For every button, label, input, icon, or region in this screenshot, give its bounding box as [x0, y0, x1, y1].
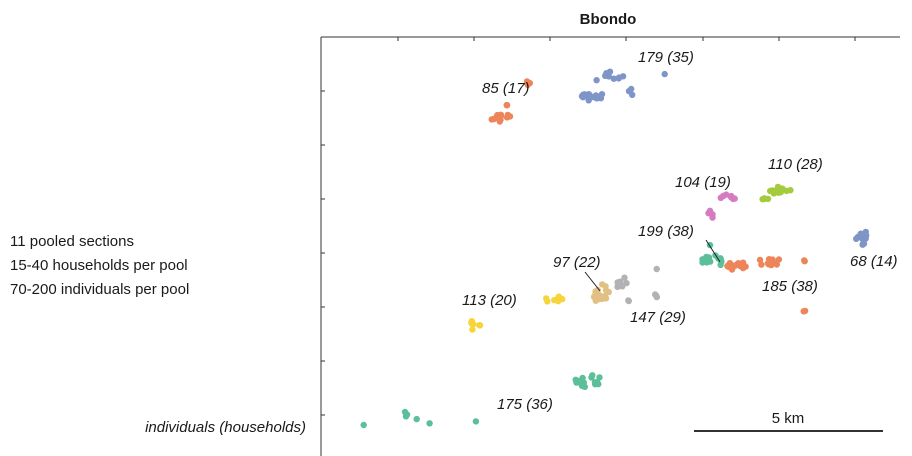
household-point [592, 92, 600, 99]
label-85: 85 (17) [482, 80, 530, 97]
cluster-labels: 179 (35) 85 (17) 104 (19) 110 (28) 199 (… [462, 49, 898, 413]
cluster-c85 [488, 78, 533, 125]
household-point [602, 287, 610, 294]
household-point [661, 70, 668, 78]
cluster-c199 [699, 241, 725, 269]
cluster-c104 [705, 191, 738, 221]
household-point [621, 274, 628, 281]
household-point [625, 297, 632, 304]
household-points [360, 68, 870, 429]
household-point [801, 257, 808, 264]
cluster-c147 [614, 265, 660, 305]
household-point [739, 264, 747, 272]
household-point [413, 415, 420, 423]
household-point [595, 380, 602, 388]
label-104: 104 (19) [675, 174, 731, 191]
household-point [596, 374, 603, 381]
label-147: 147 (29) [630, 309, 686, 326]
label-110: 110 (28) [768, 156, 823, 173]
household-point [705, 254, 713, 262]
label-185: 185 (38) [762, 278, 818, 295]
household-point [629, 91, 636, 99]
household-point [503, 102, 511, 109]
household-point [573, 379, 580, 386]
household-point [614, 279, 621, 286]
household-point [610, 75, 617, 82]
household-point [589, 372, 596, 379]
household-point [801, 307, 809, 315]
cluster-c185 [724, 256, 809, 315]
household-point [543, 295, 550, 302]
household-point [756, 256, 764, 264]
label-68: 68 (14) [850, 253, 898, 270]
summary-line-sections: 11 pooled sections [10, 233, 134, 250]
cluster-c179 [578, 68, 668, 104]
label-97: 97 (22) [553, 254, 601, 271]
household-point [594, 286, 601, 294]
household-point [469, 326, 476, 333]
household-point [590, 293, 598, 301]
leader-199 [705, 239, 721, 263]
household-point [853, 235, 860, 242]
household-point [472, 418, 480, 425]
cluster-c110 [759, 183, 794, 203]
household-point [770, 190, 778, 197]
label-179: 179 (35) [638, 49, 694, 66]
household-point [619, 283, 626, 290]
cluster-c97 [590, 281, 612, 304]
map-title: Bbondo [580, 11, 637, 28]
household-point [773, 261, 780, 268]
household-point [653, 293, 660, 301]
household-point [604, 71, 611, 78]
household-point [580, 379, 587, 386]
cluster-c68 [853, 228, 870, 248]
household-point [628, 85, 635, 93]
household-point [859, 241, 866, 248]
household-point [599, 281, 606, 288]
cluster-c175 [360, 372, 603, 429]
household-point [468, 318, 475, 325]
household-point [761, 195, 768, 203]
scale-bar: 5 km [694, 410, 883, 432]
household-point [717, 261, 724, 269]
household-point [774, 183, 782, 191]
household-point [787, 187, 794, 194]
household-point [598, 91, 606, 98]
household-point [506, 113, 514, 120]
household-point [862, 235, 869, 242]
summary-line-households: 15-40 households per pool [10, 257, 188, 274]
household-point [426, 420, 433, 427]
household-point [593, 77, 600, 84]
pool-summary: 11 pooled sections 15-40 households per … [10, 230, 189, 302]
household-point [653, 265, 660, 273]
household-point [729, 263, 736, 271]
household-point [727, 194, 735, 201]
household-point [476, 322, 483, 329]
scale-bar-label: 5 km [772, 410, 805, 427]
household-point [360, 421, 367, 429]
map-frame [320, 36, 900, 456]
label-175: 175 (36) [497, 396, 553, 413]
household-point [598, 295, 606, 303]
household-point [764, 260, 772, 267]
household-point [555, 294, 562, 301]
cluster-c113 [468, 293, 566, 333]
household-point [580, 91, 587, 98]
label-format-note: individuals (households) [145, 419, 306, 436]
summary-line-individuals: 70-200 individuals per pool [10, 281, 190, 298]
household-point [705, 210, 712, 217]
label-113: 113 (20) [462, 292, 517, 309]
label-199: 199 (38) [638, 223, 694, 240]
household-point [619, 73, 627, 80]
household-point [496, 114, 503, 122]
household-point [490, 115, 498, 123]
household-point [526, 79, 533, 87]
household-point [723, 191, 730, 198]
label-leader-lines [584, 239, 721, 292]
leader-97 [584, 271, 601, 292]
household-point [401, 408, 409, 416]
